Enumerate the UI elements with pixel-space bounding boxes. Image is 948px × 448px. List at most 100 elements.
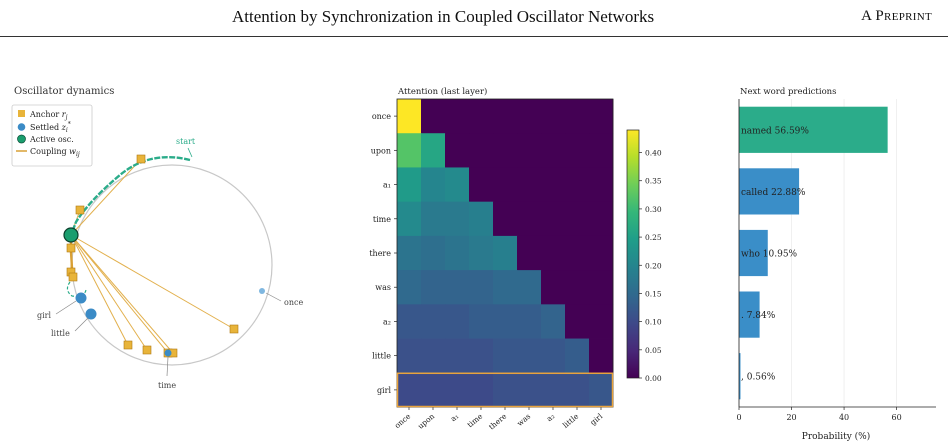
heatmap-cell	[397, 99, 422, 134]
heatmap-cell	[589, 133, 614, 168]
heatmap-cell	[397, 167, 422, 203]
heatmap-cell	[445, 372, 470, 408]
heatmap-cell	[469, 304, 494, 339]
anchor-legend-icon	[18, 110, 25, 117]
heatmap-cell	[445, 338, 470, 374]
attention-panel: Attention (last layer) onceupona₁timethe…	[369, 86, 662, 432]
heatmap-col-labels: once upon a₁ time there was a₂ little girl	[393, 407, 605, 432]
heatmap-cell	[565, 167, 590, 203]
heatmap-cell	[541, 167, 566, 203]
colorbar-ticks: 0.00 0.05 0.10 0.15 0.20 0.25 0.30 0.35 0.40	[639, 149, 662, 383]
heatmap-cell	[541, 304, 566, 339]
prediction-bar-label: who 10.95%	[741, 250, 798, 260]
heatmap-row-label: upon	[371, 146, 391, 155]
heatmap-cell	[541, 270, 566, 305]
attention-panel-title: Attention (last layer)	[397, 86, 487, 97]
prediction-bar	[739, 106, 888, 153]
heatmap-cell	[589, 235, 614, 271]
heatmap-cell	[541, 338, 566, 374]
heatmap-cell	[397, 270, 422, 305]
heatmap-cell	[421, 338, 446, 374]
phase-circle	[71, 164, 273, 366]
prediction-bar	[739, 229, 768, 277]
heatmap-cell	[493, 338, 518, 374]
heatmap-cell	[469, 201, 494, 237]
heatmap-col-label: once	[393, 411, 413, 430]
heatmap-cell	[541, 99, 566, 134]
heatmap-cell	[541, 235, 566, 271]
heatmap-cell	[517, 235, 542, 271]
heatmap-cell	[397, 338, 422, 374]
prediction-bar-label: , 0.56%	[741, 373, 776, 383]
heatmap-cell	[493, 304, 518, 339]
heatmap-cell	[565, 338, 590, 374]
heatmap-cell	[469, 99, 494, 134]
heatmap-cell	[397, 201, 422, 237]
heatmap-cell	[517, 372, 542, 408]
heatmap-cell	[469, 167, 494, 203]
heatmap-cell	[589, 338, 614, 374]
x-tick-label: 0	[736, 413, 741, 422]
heatmap-cell	[445, 99, 470, 134]
heatmap-cell	[445, 235, 470, 271]
colorbar-tick-label: 0.20	[645, 261, 662, 270]
heatmap-cell	[421, 270, 446, 305]
heatmap-cell	[589, 270, 614, 305]
heatmap-col-label: little	[561, 411, 581, 430]
heatmap-cell	[517, 270, 542, 305]
paper-running-title: Attention by Synchronization in Coupled …	[232, 7, 655, 26]
heatmap-cell	[517, 133, 542, 168]
active-trajectory	[69, 156, 191, 236]
predictions-panel-title: Next word predictions	[740, 87, 837, 97]
time-label: time	[158, 381, 176, 390]
x-tick-label: 20	[786, 413, 796, 422]
heatmap-cell	[445, 270, 470, 305]
heatmap-cell	[445, 304, 470, 339]
heatmap-row-label: a₂	[383, 317, 391, 326]
heatmap-row-labels: once upon a₁ time there was a₂ little girl	[369, 112, 397, 395]
heatmap-cell	[421, 235, 446, 271]
active-legend-icon	[17, 134, 26, 144]
legend-anchor-label: Anchor rj	[29, 110, 68, 121]
prediction-bar-label: named 56.59%	[741, 126, 809, 136]
heatmap-cell	[493, 270, 518, 305]
settled-loop	[66, 281, 87, 297]
heatmap-cell	[421, 99, 446, 134]
heatmap-col-label: girl	[588, 411, 604, 427]
settled-legend-icon	[17, 123, 26, 131]
colorbar-tick-label: 0.05	[645, 346, 662, 355]
predictions-panel: Next word predictions named 56.59% called…	[736, 87, 936, 442]
active-oscillator-marker	[63, 227, 79, 243]
heatmap-cell	[517, 201, 542, 237]
heatmap-cell	[565, 99, 590, 134]
heatmap-row-label: girl	[377, 386, 392, 395]
heatmap-cell	[541, 133, 566, 168]
settled-little-marker	[85, 308, 97, 320]
heatmap-col-label: upon	[416, 412, 436, 431]
prediction-bar	[739, 353, 741, 400]
girl-label: girl	[37, 311, 52, 320]
settled-girl-marker	[75, 292, 87, 304]
heatmap-cell	[517, 338, 542, 374]
heatmap-cell	[469, 235, 494, 271]
heatmap-cell	[589, 372, 614, 408]
oscillator-panel: Oscillator dynamics Anchor rj Settled zi…	[11, 86, 303, 390]
heatmap-cell	[397, 372, 422, 408]
heatmap-cell	[517, 99, 542, 134]
heatmap-cell	[421, 372, 446, 408]
heatmap-cell	[541, 372, 566, 408]
heatmap-cell	[445, 133, 470, 168]
heatmap-col-label: was	[515, 412, 532, 428]
colorbar-tick-label: 0.25	[645, 233, 662, 242]
heatmap-cell	[469, 270, 494, 305]
legend-settled-label: Settled zi*	[30, 121, 71, 134]
prediction-bar	[739, 168, 800, 215]
heatmap-highlight-row	[396, 372, 614, 408]
header-rule	[0, 36, 948, 37]
legend-box	[11, 104, 93, 167]
heatmap-col-label: time	[466, 411, 485, 429]
heatmap-cell	[589, 201, 614, 237]
colorbar-tick-label: 0.10	[645, 318, 662, 327]
colorbar	[626, 129, 640, 379]
girl-leader	[55, 300, 77, 315]
